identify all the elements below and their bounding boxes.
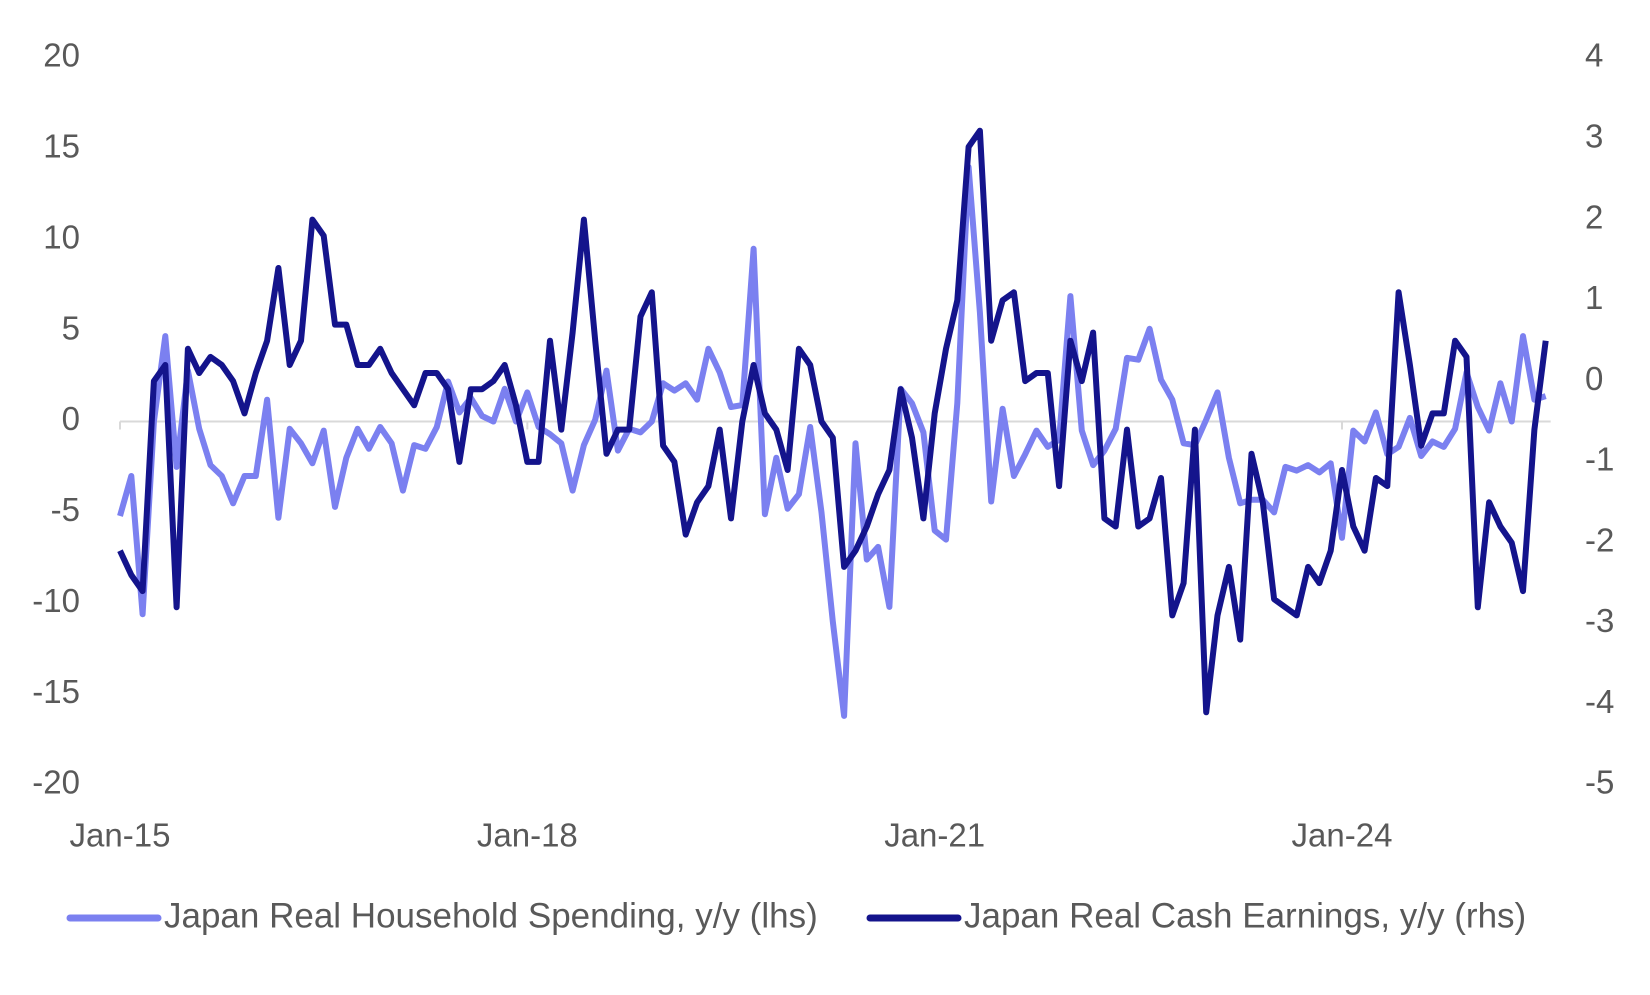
y2-tick-label: -3 xyxy=(1585,602,1614,639)
y-tick-label: -5 xyxy=(51,491,80,528)
y-tick-label: -20 xyxy=(32,764,80,801)
series-line xyxy=(117,127,1549,716)
y2-tick-label: 3 xyxy=(1585,117,1603,154)
y-tick-label: -10 xyxy=(32,582,80,619)
y-tick-label: 15 xyxy=(43,128,80,165)
x-tick-label: Jan-21 xyxy=(884,817,985,854)
y-tick-label: 10 xyxy=(43,218,80,255)
y2-tick-label: -1 xyxy=(1585,441,1614,478)
y2-tick-label: 0 xyxy=(1585,360,1603,397)
legend-label: Japan Real Household Spending, y/y (lhs) xyxy=(164,896,818,935)
legend-label: Japan Real Cash Earnings, y/y (rhs) xyxy=(964,896,1526,935)
y2-tick-label: -5 xyxy=(1585,764,1614,801)
x-tick-label: Jan-18 xyxy=(477,817,578,854)
y2-tick-label: 4 xyxy=(1585,37,1603,74)
y2-tick-label: -4 xyxy=(1585,683,1614,720)
y-tick-label: 0 xyxy=(62,400,80,437)
x-tick-label: Jan-15 xyxy=(70,817,171,854)
y-tick-label: -15 xyxy=(32,673,80,710)
y2-tick-label: 1 xyxy=(1585,279,1603,316)
y-tick-label: 20 xyxy=(43,37,80,74)
y2-tick-label: -2 xyxy=(1585,521,1614,558)
y2-tick-label: 2 xyxy=(1585,198,1603,235)
x-tick-label: Jan-24 xyxy=(1292,817,1393,854)
y-tick-label: 5 xyxy=(62,309,80,346)
series-line xyxy=(117,164,1547,719)
